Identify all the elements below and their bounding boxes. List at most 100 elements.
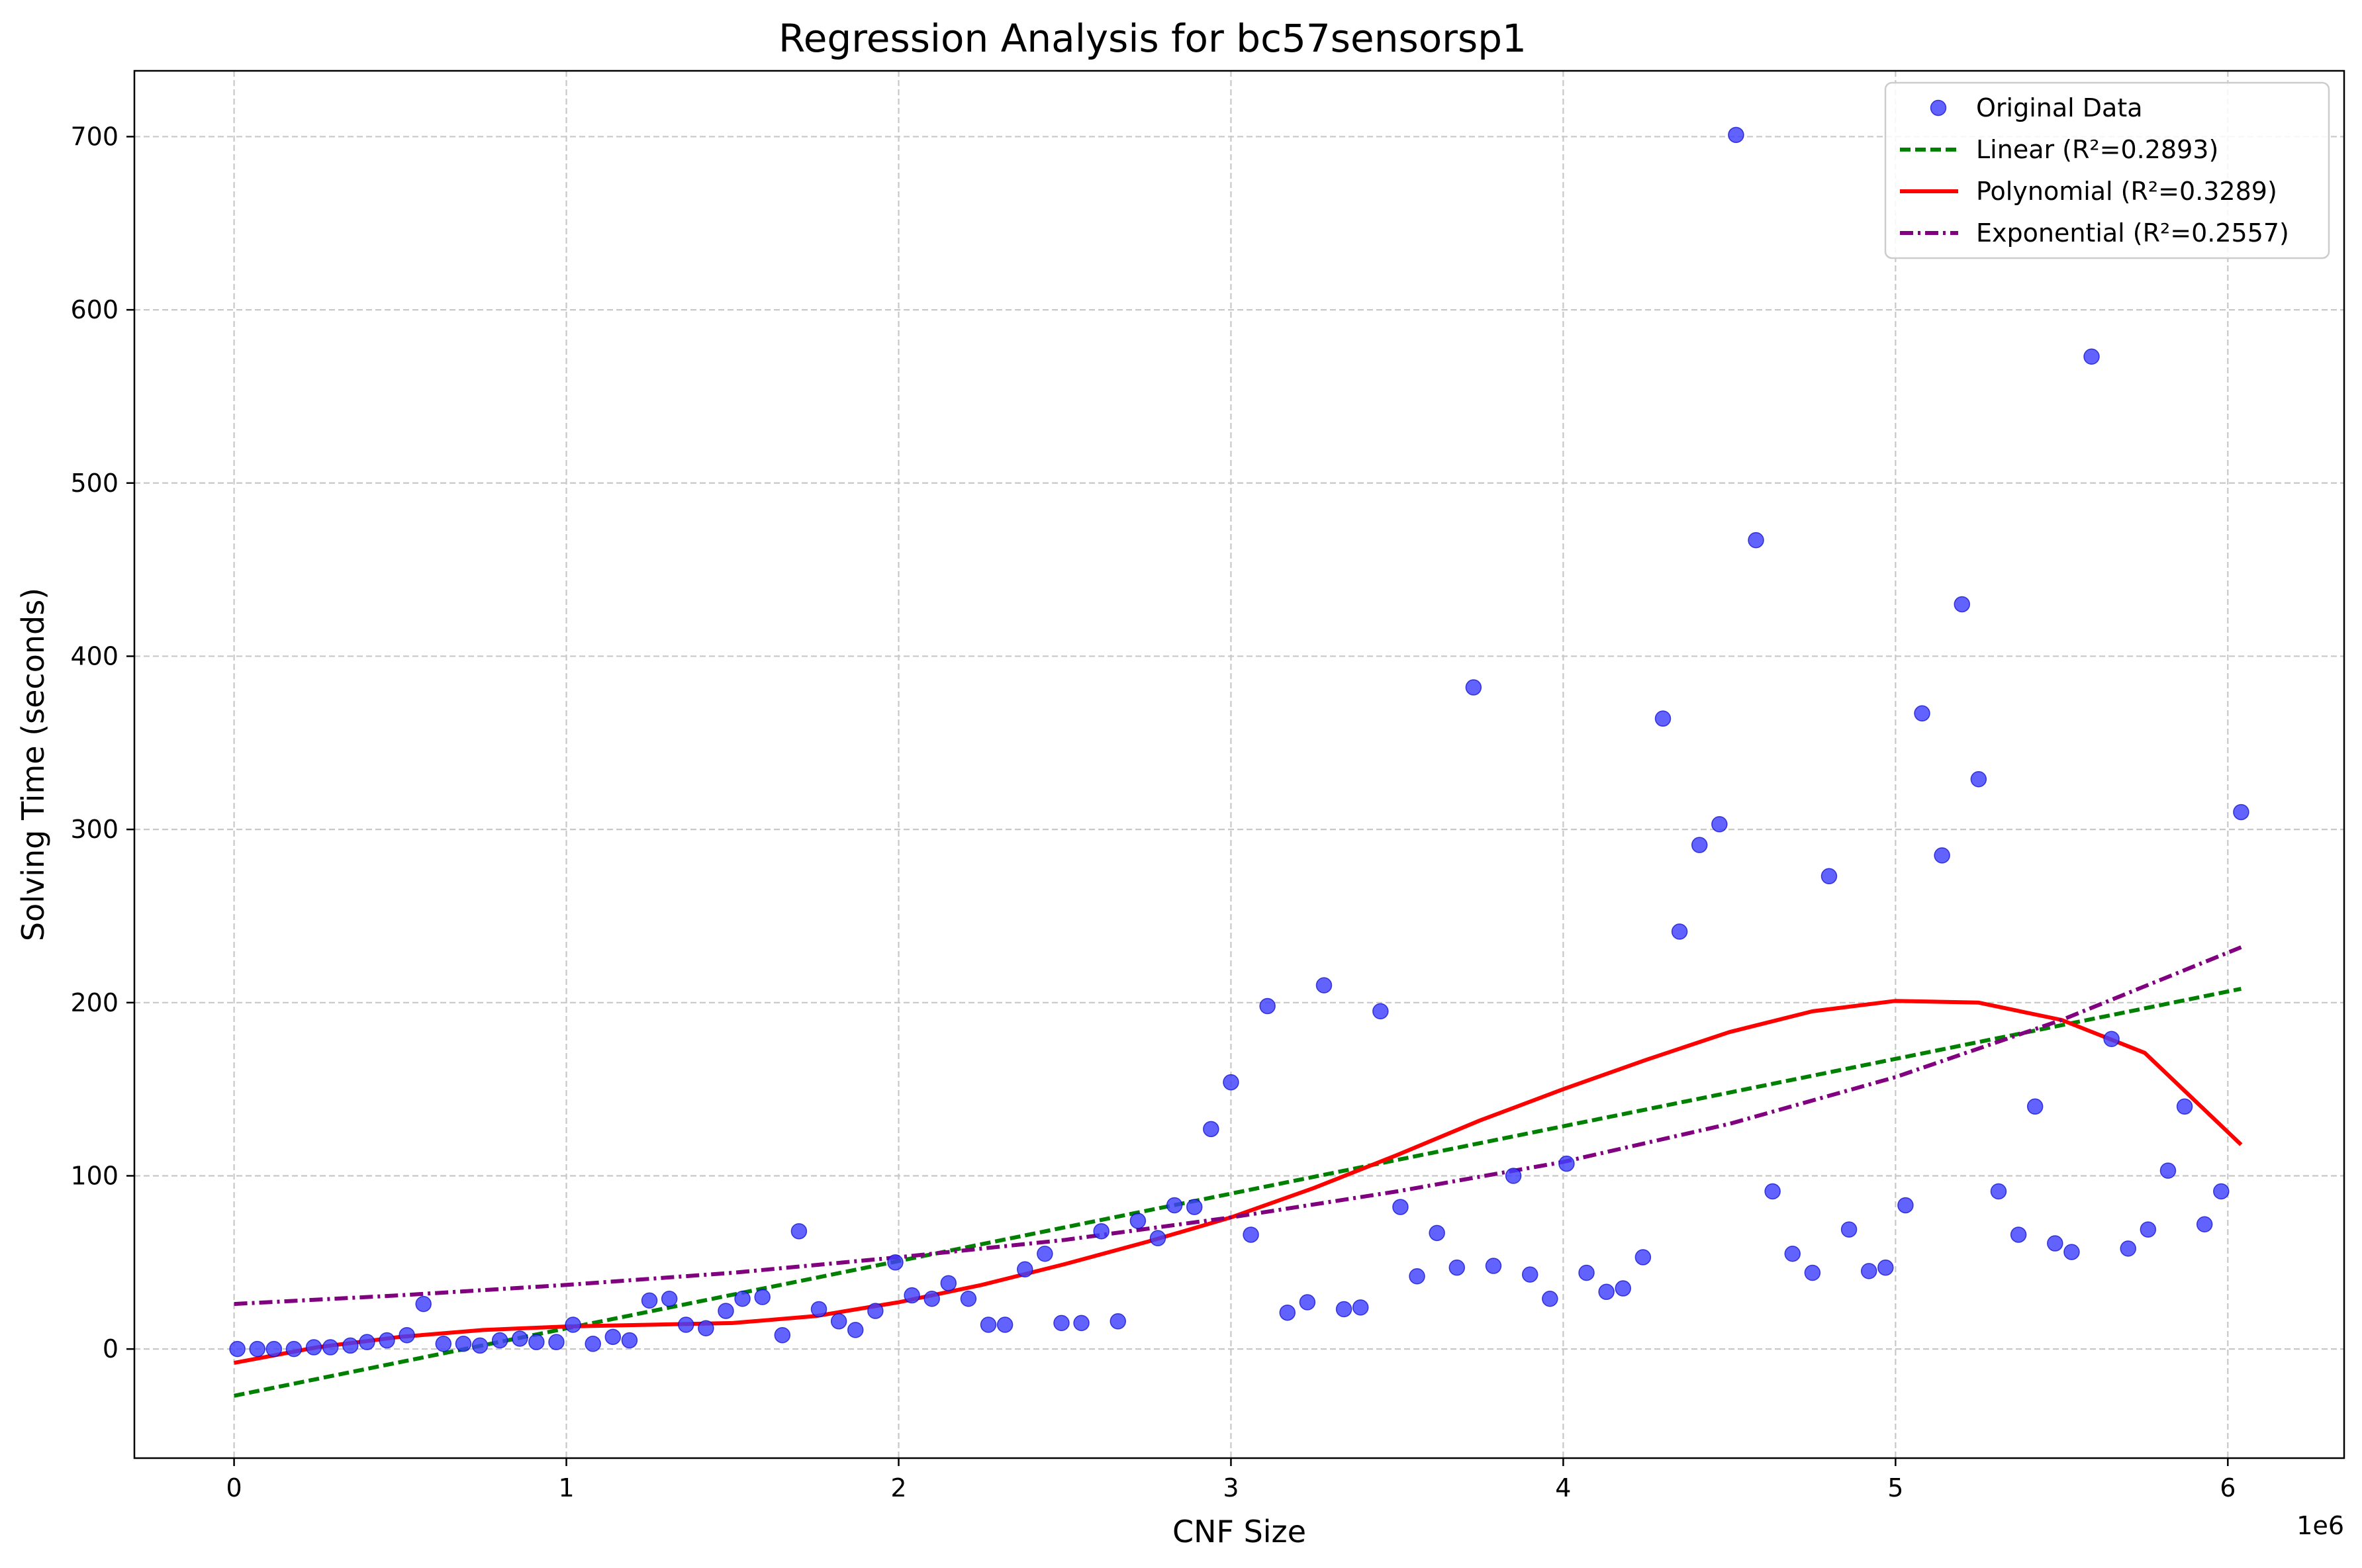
data-point [1954,596,1971,613]
data-point [399,1326,415,1344]
data-point [1037,1245,1053,1262]
legend-label: Exponential (R²=0.2557) [1976,218,2289,248]
legend-entry: Polynomial (R²=0.3289) [1900,177,2277,206]
data-point [548,1334,565,1350]
data-point [2213,1183,2230,1200]
y-tick-label: 300 [70,815,118,844]
data-point [940,1275,957,1291]
data-point [1335,1301,1352,1318]
data-point [830,1313,847,1330]
x-tick-label: 5 [1887,1473,1903,1502]
data-point [774,1326,791,1344]
x-tick-label: 0 [226,1473,242,1502]
data-point [2196,1216,2213,1232]
x-tick-label: 4 [1555,1473,1571,1502]
data-point [1448,1259,1466,1276]
data-point [1166,1197,1183,1214]
data-point [1654,710,1672,727]
data-point [265,1340,283,1358]
x-axis-scale-label: 1e6 [2296,1511,2344,1540]
data-point [1392,1199,1409,1215]
data-point [2176,1098,2193,1115]
x-tick-label: 6 [2220,1473,2236,1502]
data-point [1615,1280,1632,1297]
data-point [1203,1121,1219,1138]
data-point [1149,1230,1166,1246]
data-point [1598,1283,1615,1301]
exponential-fit-line [234,945,2242,1307]
data-point [1634,1249,1652,1266]
data-point [2140,1221,2157,1238]
x-tick-label: 2 [890,1473,906,1502]
data-point [528,1334,545,1350]
data-point [621,1332,638,1349]
data-point [1485,1258,1502,1274]
data-point [1465,679,1482,696]
data-point [1223,1074,1239,1091]
y-tick-label: 100 [70,1161,118,1190]
data-point [2010,1226,2027,1243]
data-point [1990,1183,2007,1200]
axis-ticks: 0 1 2 3 4 5 6 0 100 200 300 400 500 600 700 [70,122,2236,1502]
x-tick-label: 1 [558,1473,574,1502]
data-point [1073,1314,1090,1332]
data-point [1711,816,1728,833]
y-tick-label: 200 [70,988,118,1017]
data-point [322,1339,339,1356]
data-point [1315,977,1333,993]
data-point [1352,1299,1369,1316]
data-point [734,1291,751,1307]
data-point [1804,1264,1821,1281]
data-point [1053,1314,1070,1332]
legend-label: Original Data [1976,93,2143,122]
chart-title: Regression Analysis for bc57sensorsp1 [779,16,1527,61]
data-point [1093,1222,1110,1240]
data-point [2120,1240,2136,1257]
data-point [1820,868,1838,885]
data-point [1110,1313,1127,1330]
data-point [435,1336,452,1352]
data-point [2233,804,2249,821]
data-point [1914,705,1930,722]
data-point [1578,1264,1595,1281]
y-tick-label: 0 [103,1334,118,1363]
y-tick-label: 500 [70,469,118,498]
data-point [1372,1003,1389,1020]
data-point [1764,1183,1781,1200]
data-point [1186,1199,1203,1215]
data-points [229,126,2249,1358]
data-point [2026,1098,2044,1115]
data-point [491,1332,508,1349]
data-point [923,1291,940,1307]
data-point [1748,531,1764,549]
data-point [1279,1304,1296,1321]
legend-entry: Linear (R²=0.2893) [1900,135,2218,164]
data-point [904,1287,920,1304]
y-tick-label: 700 [70,122,118,151]
data-point [455,1336,472,1352]
x-tick-label: 3 [1223,1473,1239,1502]
data-point [887,1254,904,1271]
data-point [285,1340,303,1358]
data-point [249,1340,265,1358]
data-point [342,1337,359,1354]
data-point [379,1332,395,1349]
data-point [1505,1168,1522,1184]
data-point [565,1316,581,1333]
grid-lines [134,71,2344,1458]
data-point [604,1328,622,1346]
data-point [1784,1245,1801,1262]
data-point [512,1330,528,1347]
data-point [2083,348,2100,365]
y-axis-title: Solving Time (seconds) [15,588,51,941]
data-point [790,1222,808,1240]
data-point [1129,1213,1147,1229]
y-tick-label: 400 [70,641,118,670]
data-point [1860,1263,1877,1279]
data-point [1840,1221,1858,1238]
data-point [229,1340,246,1358]
legend-label: Linear (R²=0.2893) [1976,135,2218,164]
data-point [996,1316,1014,1333]
